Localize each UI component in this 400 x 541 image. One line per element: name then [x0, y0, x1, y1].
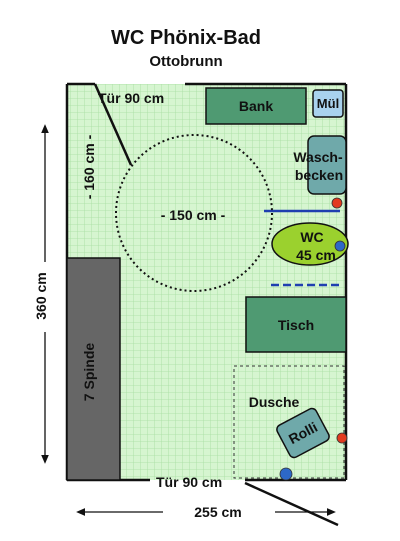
wc-blue-dot [334, 240, 346, 252]
turning-circle [115, 134, 273, 292]
door-top-label: Tür 90 cm [98, 90, 164, 106]
sink-red-dot [331, 197, 343, 209]
sink-label-line2: becken [295, 167, 343, 183]
table [245, 296, 347, 353]
plan-subtitle: Ottobrunn [149, 53, 222, 70]
wheelchair-seat: Rolli [276, 407, 330, 459]
lockers [66, 257, 121, 481]
bench-label: Bank [239, 98, 273, 114]
shower-label: Dusche [249, 394, 300, 410]
waste-bin [312, 89, 344, 118]
wc-toilet [271, 222, 349, 266]
door-swing-dimension: - 160 cm - [81, 134, 97, 199]
waste-bin-label: Mül [317, 96, 339, 111]
wc-label-line1: WC [300, 229, 323, 245]
lockers-label: 7 Spinde [81, 343, 97, 402]
shower-red-dot [336, 432, 348, 444]
turning-circle-label: - 150 cm - [161, 207, 226, 223]
door-bottom-label: Tür 90 cm [156, 474, 222, 490]
door-bottom-leaf [244, 481, 339, 527]
bench [205, 87, 307, 125]
door-top-leaf [93, 83, 133, 166]
wc-label-line2: 45 cm [296, 247, 336, 263]
sink-label-line1: Wasch- [293, 149, 343, 165]
table-label: Tisch [278, 317, 314, 333]
sink [307, 135, 347, 195]
shower-blue-dot [279, 467, 293, 481]
plan-title: WC Phönix-Bad [111, 27, 261, 49]
horizontal-dimension-label: 255 cm [194, 504, 241, 520]
vertical-dimension-label: 360 cm [33, 272, 49, 319]
